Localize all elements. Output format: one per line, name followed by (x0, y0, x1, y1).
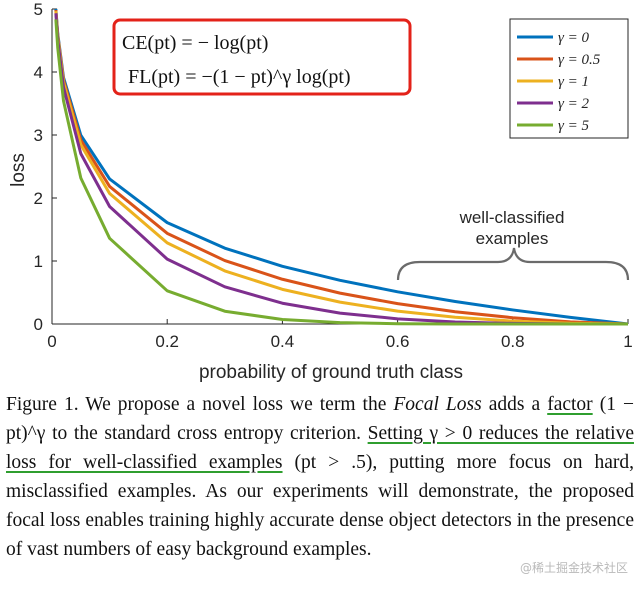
figure-caption: Figure 1. We propose a novel loss we ter… (6, 390, 634, 564)
caption-underlined-sentence: Setting γ > 0 reduces the relative loss … (6, 423, 634, 473)
legend-label: γ = 2 (558, 96, 590, 112)
formula-ce: CE(pt) = − log(pt) (122, 32, 268, 54)
legend-label: γ = 5 (558, 118, 590, 134)
caption-part3: to the standard cross entropy criterion. (45, 423, 368, 444)
legend-label: γ = 0 (558, 30, 590, 46)
y-axis-label: loss (8, 153, 29, 187)
legend-label: γ = 1 (558, 74, 589, 90)
y-tick-label: 3 (34, 126, 43, 145)
x-tick-label: 0.8 (501, 332, 525, 351)
bracket-label-line2: examples (476, 229, 549, 248)
x-axis-label: probability of ground truth class (199, 362, 463, 383)
y-tick-label: 0 (34, 315, 43, 334)
loss-curve-4 (54, 19, 628, 326)
loss-curves (54, 8, 629, 326)
y-tick-label: 4 (34, 63, 43, 82)
bracket-label-line1: well-classified (459, 208, 565, 227)
formula-fl: FL(pt) = −(1 − pt)^γ log(pt) (128, 66, 351, 88)
y-tick-label: 1 (34, 252, 43, 271)
y-tick-label: 5 (34, 0, 43, 19)
focal-loss-chart: 0 0.2 0.4 0.6 0.8 1 0 1 2 3 4 5 probability of grou… (8, 0, 633, 383)
x-tick-label: 0.4 (271, 332, 295, 351)
legend-label: γ = 0.5 (558, 52, 601, 68)
formula-box (112, 18, 412, 96)
well-classified-bracket (396, 247, 630, 281)
watermark: @稀土掘金技术社区 (519, 561, 628, 575)
caption-factor-word: factor (547, 394, 593, 415)
x-tick-label: 1 (623, 332, 632, 351)
legend-box (509, 18, 629, 139)
caption-part1: Figure 1. We propose a novel loss we ter… (6, 394, 394, 415)
caption-factor-expr: (1 − pt)^γ (6, 394, 634, 444)
caption-part4: (pt > .5), putting more focus on hard, m… (6, 452, 635, 560)
caption-part2: adds a (481, 394, 548, 415)
y-tick-label: 2 (34, 189, 43, 208)
legend: γ = 0 γ = 0.5 γ = 1 γ = 2 γ = 5 (517, 30, 601, 134)
x-tick-label: 0.6 (386, 332, 410, 351)
axis-ticks: 0 0.2 0.4 0.6 0.8 1 0 1 2 3 4 5 (34, 0, 633, 351)
x-tick-label: 0.2 (155, 332, 179, 351)
caption-focal-loss: Focal Loss (393, 394, 482, 415)
x-tick-label: 0 (47, 332, 56, 351)
